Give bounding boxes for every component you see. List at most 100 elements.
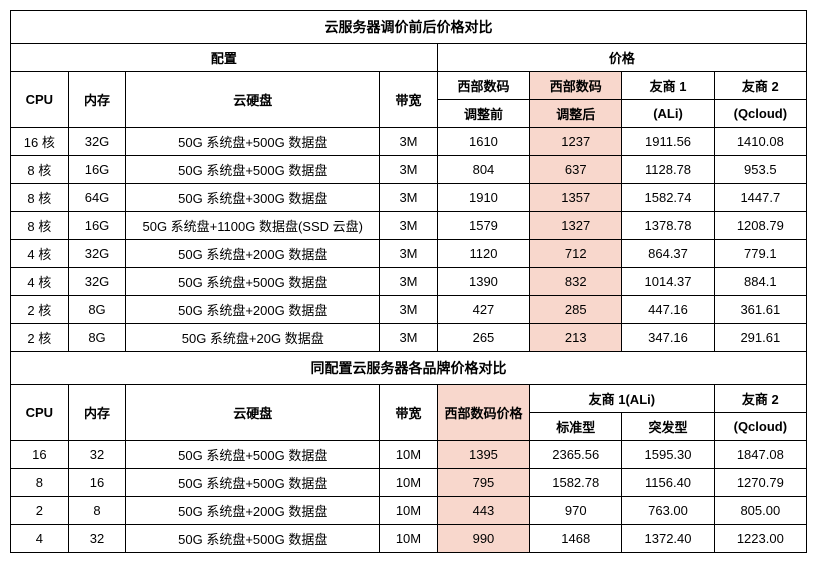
- cell-bw: 10M: [380, 497, 438, 525]
- table-row: 2 核8G50G 系统盘+20G 数据盘3M265213347.16291.61: [11, 324, 807, 352]
- table1-group-row: 配置 价格: [11, 44, 807, 72]
- cell-ali-burst: 1595.30: [622, 441, 714, 469]
- cell-qc: 361.61: [714, 296, 806, 324]
- cell-ali: 1014.37: [622, 268, 714, 296]
- cell-after: 832: [530, 268, 622, 296]
- cell-qc: 884.1: [714, 268, 806, 296]
- table-row: 81650G 系统盘+500G 数据盘10M7951582.781156.401…: [11, 469, 807, 497]
- col-before-l2: 调整前: [437, 100, 529, 128]
- cell-disk: 50G 系统盘+200G 数据盘: [126, 497, 380, 525]
- cell-after: 712: [530, 240, 622, 268]
- cell-cpu: 2 核: [11, 324, 69, 352]
- cell-before: 1910: [437, 184, 529, 212]
- cell-qc: 1447.7: [714, 184, 806, 212]
- cell-ali: 1582.74: [622, 184, 714, 212]
- cell-disk: 50G 系统盘+200G 数据盘: [126, 296, 380, 324]
- cell-after: 213: [530, 324, 622, 352]
- table-row: 2850G 系统盘+200G 数据盘10M443970763.00805.00: [11, 497, 807, 525]
- cell-qc: 291.61: [714, 324, 806, 352]
- table1-title-row: 云服务器调价前后价格对比: [11, 11, 807, 44]
- cell-disk: 50G 系统盘+500G 数据盘: [126, 268, 380, 296]
- col-mem: 内存: [68, 72, 126, 128]
- cell-mem: 32G: [68, 268, 126, 296]
- col-qc-l1: 友商 2: [714, 72, 806, 100]
- cell-bw: 3M: [380, 128, 438, 156]
- cell-qc: 779.1: [714, 240, 806, 268]
- cell-bw: 10M: [380, 469, 438, 497]
- cell-qc: 1270.79: [714, 469, 806, 497]
- cell-bw: 3M: [380, 268, 438, 296]
- cell-qc: 1208.79: [714, 212, 806, 240]
- cell-ali: 864.37: [622, 240, 714, 268]
- table1-title: 云服务器调价前后价格对比: [11, 11, 807, 44]
- cell-bw: 3M: [380, 240, 438, 268]
- config-group: 配置: [11, 44, 438, 72]
- cell-west: 443: [437, 497, 529, 525]
- table-row: 8 核16G50G 系统盘+500G 数据盘3M8046371128.78953…: [11, 156, 807, 184]
- t2-col-ali-group: 友商 1(ALi): [530, 385, 715, 413]
- price-group: 价格: [437, 44, 806, 72]
- cell-cpu: 2: [11, 497, 69, 525]
- cell-after: 637: [530, 156, 622, 184]
- col-ali-l2: (ALi): [622, 100, 714, 128]
- cell-ali: 1128.78: [622, 156, 714, 184]
- t2-col-disk: 云硬盘: [126, 385, 380, 441]
- cell-disk: 50G 系统盘+200G 数据盘: [126, 240, 380, 268]
- cell-ali-burst: 1156.40: [622, 469, 714, 497]
- t2-col-ali-std: 标准型: [530, 413, 622, 441]
- cell-mem: 8: [68, 497, 126, 525]
- table-row: 16 核32G50G 系统盘+500G 数据盘3M161012371911.56…: [11, 128, 807, 156]
- t2-col-qc-l2: (Qcloud): [714, 413, 806, 441]
- cell-before: 1390: [437, 268, 529, 296]
- cell-cpu: 8: [11, 469, 69, 497]
- col-cpu: CPU: [11, 72, 69, 128]
- table-row: 163250G 系统盘+500G 数据盘10M13952365.561595.3…: [11, 441, 807, 469]
- price-comparison-table: 云服务器调价前后价格对比 配置 价格 CPU 内存 云硬盘 带宽 西部数码 西部…: [10, 10, 807, 553]
- table2-header-row1: CPU 内存 云硬盘 带宽 西部数码价格 友商 1(ALi) 友商 2: [11, 385, 807, 413]
- cell-disk: 50G 系统盘+20G 数据盘: [126, 324, 380, 352]
- cell-bw: 3M: [380, 296, 438, 324]
- table1-header-row1: CPU 内存 云硬盘 带宽 西部数码 西部数码 友商 1 友商 2: [11, 72, 807, 100]
- cell-qc: 1410.08: [714, 128, 806, 156]
- cell-mem: 8G: [68, 324, 126, 352]
- cell-west: 1395: [437, 441, 529, 469]
- cell-mem: 16: [68, 469, 126, 497]
- col-qc-l2: (Qcloud): [714, 100, 806, 128]
- col-disk: 云硬盘: [126, 72, 380, 128]
- cell-disk: 50G 系统盘+500G 数据盘: [126, 441, 380, 469]
- cell-bw: 3M: [380, 156, 438, 184]
- t2-col-west: 西部数码价格: [437, 385, 529, 441]
- col-bw: 带宽: [380, 72, 438, 128]
- table-row: 2 核8G50G 系统盘+200G 数据盘3M427285447.16361.6…: [11, 296, 807, 324]
- cell-cpu: 8 核: [11, 212, 69, 240]
- cell-before: 265: [437, 324, 529, 352]
- col-before-l1: 西部数码: [437, 72, 529, 100]
- table2-title: 同配置云服务器各品牌价格对比: [11, 352, 807, 385]
- cell-disk: 50G 系统盘+500G 数据盘: [126, 156, 380, 184]
- cell-cpu: 2 核: [11, 296, 69, 324]
- cell-after: 285: [530, 296, 622, 324]
- cell-bw: 3M: [380, 184, 438, 212]
- cell-cpu: 16: [11, 441, 69, 469]
- cell-before: 804: [437, 156, 529, 184]
- cell-cpu: 8 核: [11, 156, 69, 184]
- cell-bw: 10M: [380, 441, 438, 469]
- cell-cpu: 8 核: [11, 184, 69, 212]
- cell-mem: 32G: [68, 240, 126, 268]
- cell-ali-std: 1582.78: [530, 469, 622, 497]
- cell-ali: 347.16: [622, 324, 714, 352]
- cell-qc: 1847.08: [714, 441, 806, 469]
- cell-cpu: 4 核: [11, 240, 69, 268]
- table-row: 8 核16G50G 系统盘+1100G 数据盘(SSD 云盘)3M1579132…: [11, 212, 807, 240]
- cell-ali-std: 2365.56: [530, 441, 622, 469]
- cell-ali: 447.16: [622, 296, 714, 324]
- cell-ali: 1911.56: [622, 128, 714, 156]
- cell-after: 1237: [530, 128, 622, 156]
- cell-before: 1579: [437, 212, 529, 240]
- cell-disk: 50G 系统盘+1100G 数据盘(SSD 云盘): [126, 212, 380, 240]
- cell-west: 795: [437, 469, 529, 497]
- cell-after: 1357: [530, 184, 622, 212]
- cell-before: 1610: [437, 128, 529, 156]
- t2-col-cpu: CPU: [11, 385, 69, 441]
- table2-title-row: 同配置云服务器各品牌价格对比: [11, 352, 807, 385]
